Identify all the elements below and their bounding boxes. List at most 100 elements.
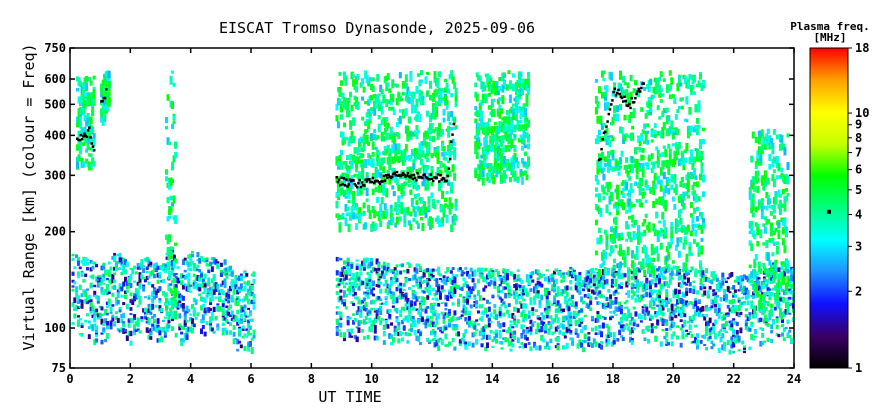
echo-mark (609, 332, 613, 338)
echo-mark (198, 285, 202, 292)
echo-mark (350, 71, 354, 80)
echo-mark (504, 144, 508, 153)
echo-mark (403, 181, 407, 187)
echo-mark (368, 283, 372, 289)
echo-mark (481, 93, 485, 100)
echo-mark (221, 271, 225, 274)
echo-mark (398, 109, 402, 113)
echo-mark (599, 212, 603, 217)
echo-mark (686, 302, 690, 306)
echo-mark (502, 281, 506, 285)
echo-mark (486, 81, 490, 88)
echo-mark (766, 301, 770, 307)
echo-mark (335, 192, 339, 198)
echo-mark (616, 205, 620, 212)
echo-mark (388, 148, 392, 156)
echo-mark (499, 139, 503, 147)
echo-mark (576, 333, 580, 338)
echo-mark (766, 287, 770, 292)
echo-mark (200, 283, 204, 288)
echo-mark (347, 165, 351, 170)
echo-mark (165, 326, 169, 331)
echo-mark (538, 281, 542, 287)
echo-mark (359, 264, 363, 270)
echo-mark (89, 283, 93, 289)
echo-mark (388, 284, 392, 288)
echo-mark (76, 116, 80, 123)
echo-mark (394, 83, 398, 87)
echo-mark (377, 93, 381, 97)
echo-mark (609, 304, 613, 309)
echo-mark (149, 331, 153, 336)
echo-mark (438, 94, 442, 104)
echo-mark (367, 120, 371, 130)
echo-mark (435, 109, 439, 117)
echo-mark (659, 287, 663, 291)
echo-mark (571, 268, 575, 271)
echo-mark (167, 324, 171, 329)
echo-mark (620, 90, 624, 99)
echo-mark (657, 290, 661, 295)
echo-mark (379, 302, 383, 306)
echo-mark (101, 79, 105, 87)
echo-mark (560, 273, 564, 278)
echo-mark (404, 74, 408, 83)
echo-mark (376, 153, 380, 162)
echo-mark (129, 340, 133, 346)
echo-mark (111, 274, 115, 278)
echo-mark (659, 317, 663, 322)
echo-mark (440, 301, 444, 305)
echo-mark (739, 285, 743, 291)
echo-mark (726, 312, 730, 317)
echo-mark (516, 179, 520, 184)
echo-mark (336, 213, 340, 221)
echo-mark (746, 300, 750, 306)
echo-mark (426, 305, 430, 309)
echo-mark (623, 165, 627, 170)
echo-mark (364, 159, 368, 168)
echo-mark (657, 278, 661, 285)
echo-mark (362, 267, 366, 271)
echo-mark (120, 257, 124, 263)
echo-mark (403, 82, 407, 89)
echo-mark (382, 326, 386, 330)
echo-mark (421, 205, 425, 215)
echo-mark (614, 306, 618, 312)
echo-mark (189, 267, 193, 272)
echo-mark (701, 293, 705, 297)
echo-mark (533, 299, 537, 305)
echo-mark (73, 315, 77, 319)
echo-mark (607, 333, 611, 338)
echo-mark (719, 298, 723, 302)
echo-mark (149, 265, 153, 268)
echo-mark (527, 160, 531, 168)
echo-mark (419, 158, 423, 166)
echo-mark (608, 195, 612, 205)
echo-mark (683, 301, 687, 306)
echo-mark (196, 264, 200, 268)
echo-mark (663, 281, 667, 287)
echo-mark (393, 273, 397, 280)
echo-mark (75, 254, 79, 259)
echo-mark (105, 277, 109, 281)
echo-mark (449, 291, 453, 294)
echo-mark (238, 319, 242, 325)
echo-mark (493, 280, 497, 286)
echo-mark (732, 329, 736, 334)
echo-mark (453, 346, 457, 351)
echo-mark (706, 336, 710, 342)
echo-mark (375, 296, 379, 301)
echo-mark (89, 267, 93, 272)
echo-mark (225, 310, 229, 316)
echo-mark (232, 314, 236, 321)
echo-mark (225, 275, 229, 279)
echo-mark (100, 83, 104, 90)
echo-mark (250, 273, 254, 277)
echo-mark (385, 116, 389, 121)
echo-mark (134, 271, 138, 275)
echo-mark (247, 288, 251, 294)
echo-mark (547, 320, 551, 325)
echo-mark (362, 223, 366, 230)
echo-mark (96, 315, 100, 320)
